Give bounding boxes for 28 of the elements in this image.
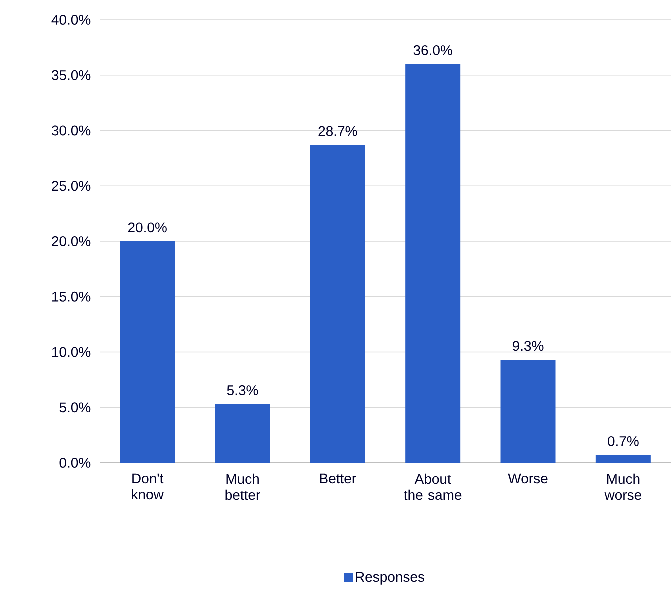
data-label: 5.3% [227,386,258,396]
y-tick-label: 20.0% [52,236,91,246]
bar [596,455,651,463]
x-tick-label: About the same [404,474,462,500]
x-tick-label: Much worse [604,474,642,500]
y-tick-label: 30.0% [52,126,91,136]
y-tick-label: 25.0% [52,181,91,192]
bar [406,64,461,463]
y-tick-label: 10.0% [52,347,91,358]
bar [120,242,176,463]
x-tick-label: Better [320,474,356,484]
x-tick-label: Don't know [132,474,164,500]
y-tick-label: 5.0% [60,402,91,413]
x-tick-label: Worse [508,474,548,484]
y-tick-label: 40.0% [52,15,91,25]
data-label: 0.7% [608,436,639,446]
bar [310,145,366,463]
bar [215,404,270,463]
bar [500,360,556,463]
data-label: 9.3% [512,341,544,352]
y-tick-label: 0.0% [60,458,91,468]
x-tick-label: Much better [226,474,260,500]
data-label: 36.0% [414,46,452,56]
y-tick-label: 35.0% [52,70,91,80]
y-tick-label: 15.0% [52,292,91,302]
data-label: 20.0% [128,222,167,233]
data-label: 28.7% [318,126,358,136]
legend-label: Responses [356,572,425,585]
